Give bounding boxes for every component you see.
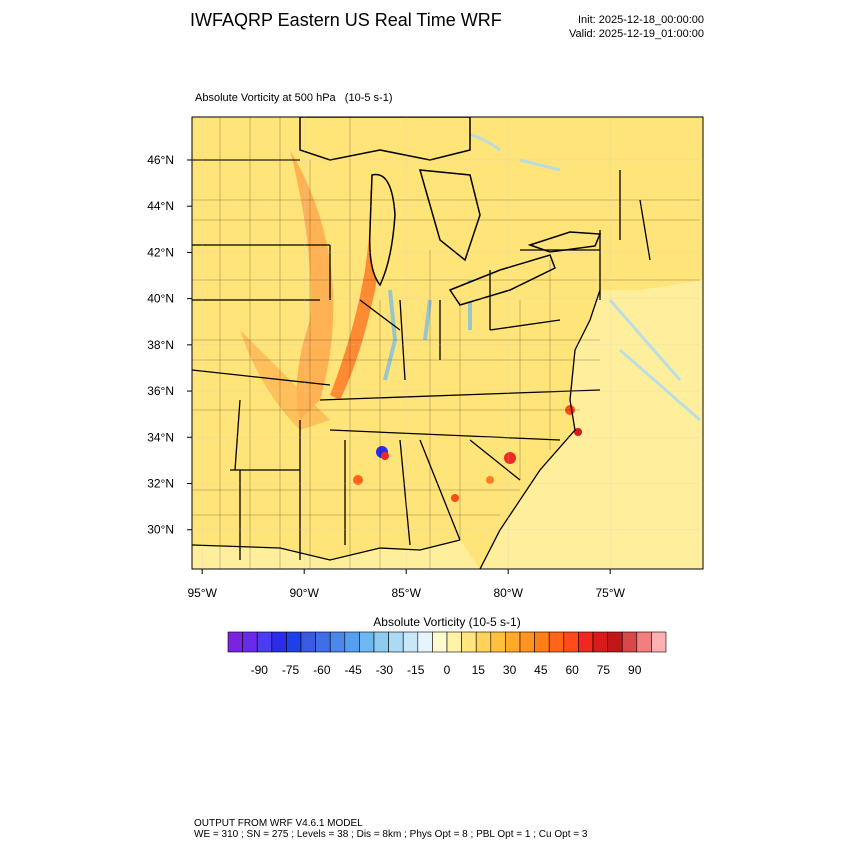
map-field [192, 117, 703, 569]
colorbar-box [359, 631, 375, 653]
colorbar-box [344, 631, 360, 653]
lon-label: 80°W [493, 586, 523, 600]
colorbar-box [563, 631, 579, 653]
colorbar-box [373, 631, 389, 653]
lat-label: 38°N [147, 338, 174, 352]
lat-label: 44°N [147, 199, 174, 213]
colorbar-label: -60 [313, 663, 331, 677]
colorbar-box [505, 631, 521, 653]
colorbar-label: 90 [628, 663, 642, 677]
colorbar-box [607, 631, 623, 653]
lon-label: 75°W [595, 586, 625, 600]
lat-label: 34°N [147, 430, 174, 444]
colorbar-label: 0 [444, 663, 451, 677]
map-title: Absolute Vorticity at 500 hPa (10-5 s-1) [195, 92, 393, 104]
title: IWFAQRP Eastern US Real Time WRF [190, 10, 502, 30]
colorbar-box [636, 631, 652, 653]
colorbar-label: -90 [251, 663, 269, 677]
colorbar-box [548, 631, 565, 653]
colorbar-box [329, 631, 346, 653]
colorbar-box [227, 631, 243, 653]
colorbar-title: Absolute Vorticity (10-5 s-1) [373, 615, 520, 629]
colorbar-label: 45 [534, 663, 548, 677]
colorbar-box [461, 631, 477, 653]
lat-label: 36°N [147, 384, 174, 398]
colorbar-label: -75 [282, 663, 300, 677]
valid-time: Valid: 2025-12-19_01:00:00 [569, 28, 704, 40]
lat-label: 32°N [147, 476, 174, 490]
colorbar-box [242, 631, 258, 653]
lon-label: 85°W [391, 586, 421, 600]
colorbar-box [286, 631, 302, 653]
colorbar-box [578, 631, 594, 653]
colorbar-box [388, 631, 404, 653]
colorbar-box [490, 631, 506, 653]
footer-line: WE = 310 ; SN = 275 ; Levels = 38 ; Dis … [194, 829, 588, 840]
lon-label: 95°W [187, 586, 217, 600]
colorbar-box [417, 631, 433, 653]
colorbar-box [621, 631, 638, 653]
footer-line: OUTPUT FROM WRF V4.6.1 MODEL [194, 818, 363, 829]
colorbar-box [271, 631, 287, 653]
colorbar-box [519, 631, 535, 653]
colorbar-label: -15 [407, 663, 425, 677]
colorbar-label: 60 [565, 663, 579, 677]
colorbar-label: 30 [503, 663, 517, 677]
colorbar-box [300, 631, 316, 653]
colorbar-box [315, 631, 331, 653]
colorbar-box [432, 631, 448, 653]
colorbar-box [534, 631, 550, 653]
lat-label: 46°N [147, 153, 174, 167]
colorbar-label: 15 [472, 663, 486, 677]
lat-label: 30°N [147, 523, 174, 537]
colorbar-box [592, 631, 608, 653]
colorbar-label: 75 [597, 663, 611, 677]
colorbar-label: -45 [344, 663, 362, 677]
lat-label: 40°N [147, 292, 174, 306]
colorbar-box [475, 631, 492, 653]
lon-label: 90°W [289, 586, 319, 600]
init-time: Init: 2025-12-18_00:00:00 [578, 14, 704, 26]
colorbar-box [402, 631, 419, 653]
lat-label: 42°N [147, 245, 174, 259]
colorbar-box [446, 631, 462, 653]
map-frame [191, 116, 704, 570]
colorbar-label: -30 [376, 663, 394, 677]
colorbar-box [651, 631, 667, 653]
colorbar-box [256, 631, 273, 653]
